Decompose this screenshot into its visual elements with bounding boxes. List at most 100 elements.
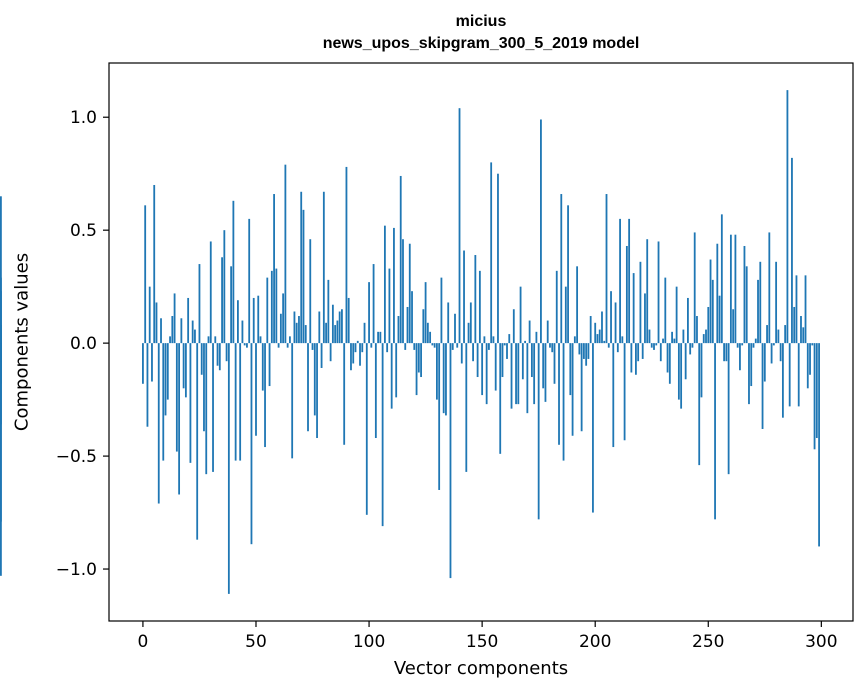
bar [757, 279, 759, 344]
bar [334, 325, 337, 344]
bar [359, 343, 361, 366]
bar [352, 343, 355, 364]
bar [431, 343, 434, 346]
bar [178, 343, 181, 495]
bar [399, 175, 402, 344]
bar [447, 302, 450, 344]
bar [350, 343, 352, 371]
x-tick-label: 300 [805, 632, 837, 652]
bar [218, 343, 221, 371]
bar [535, 331, 538, 344]
bar [207, 336, 210, 344]
bar [571, 343, 574, 436]
bar [727, 343, 730, 475]
bar [732, 309, 735, 344]
bar [644, 293, 646, 344]
x-tick-label: 150 [466, 632, 498, 652]
bar [291, 343, 294, 459]
bar [569, 343, 572, 396]
bar [322, 191, 325, 344]
bar [286, 343, 289, 348]
bar [451, 343, 454, 350]
bar [160, 318, 162, 344]
bar [677, 343, 680, 400]
bar [635, 343, 637, 375]
bar [637, 343, 640, 362]
bar [381, 343, 384, 527]
bar-series [0, 90, 820, 594]
x-tick-label: 50 [245, 632, 267, 652]
bar [433, 343, 436, 348]
bar [289, 336, 291, 344]
bar [537, 343, 540, 520]
bar [795, 275, 798, 344]
bar [815, 343, 818, 439]
bar [212, 343, 214, 472]
bar [329, 343, 332, 362]
bar [781, 343, 784, 418]
bar [227, 343, 230, 594]
bar [184, 343, 187, 398]
bar [743, 245, 746, 344]
bar [331, 304, 334, 344]
bar [372, 264, 375, 344]
bar [662, 338, 664, 344]
x-axis-label: Vector components [393, 658, 569, 679]
bar [252, 297, 255, 344]
axes-frame [108, 62, 854, 622]
bar [298, 316, 300, 344]
bar [449, 343, 452, 579]
bar [517, 343, 520, 405]
bar [148, 286, 151, 344]
bar [813, 343, 816, 450]
bar [182, 343, 185, 389]
bar [241, 320, 244, 344]
bar [616, 343, 619, 353]
bar [268, 343, 271, 387]
bar [503, 343, 506, 346]
bar [239, 343, 242, 461]
bar [793, 306, 796, 344]
bar [142, 343, 144, 384]
bar [745, 266, 748, 344]
bar [562, 343, 565, 461]
bar [320, 343, 323, 368]
bar [250, 343, 253, 545]
bar [639, 261, 642, 344]
bar [497, 173, 499, 344]
bar [383, 225, 386, 344]
bar [413, 343, 416, 350]
bar [395, 343, 398, 398]
bar [739, 343, 741, 371]
bar [155, 302, 158, 344]
bar [420, 343, 422, 378]
bar [0, 343, 2, 362]
bar [716, 243, 719, 344]
bar [465, 343, 468, 472]
bar [436, 343, 438, 400]
bar [612, 343, 615, 448]
bar [166, 343, 169, 400]
bar [311, 343, 314, 350]
bar [784, 325, 787, 344]
bar [203, 343, 205, 432]
bar [261, 343, 264, 391]
bar [429, 331, 432, 344]
bar [191, 320, 194, 344]
bar [564, 286, 567, 344]
bar [763, 343, 766, 382]
bar [582, 343, 585, 359]
bar [408, 243, 411, 344]
bar [510, 343, 513, 409]
bar [546, 320, 549, 344]
bar [180, 318, 183, 344]
bar [533, 343, 536, 405]
x-tick-label: 100 [353, 632, 385, 652]
x-axis-ticks: 0 50 100 150 200 250 300 [138, 621, 838, 652]
bar [788, 343, 791, 407]
y-tick-label: 0.0 [70, 334, 97, 354]
bar [370, 343, 373, 348]
bar [573, 336, 576, 344]
bar [302, 209, 305, 344]
bar [650, 343, 653, 348]
